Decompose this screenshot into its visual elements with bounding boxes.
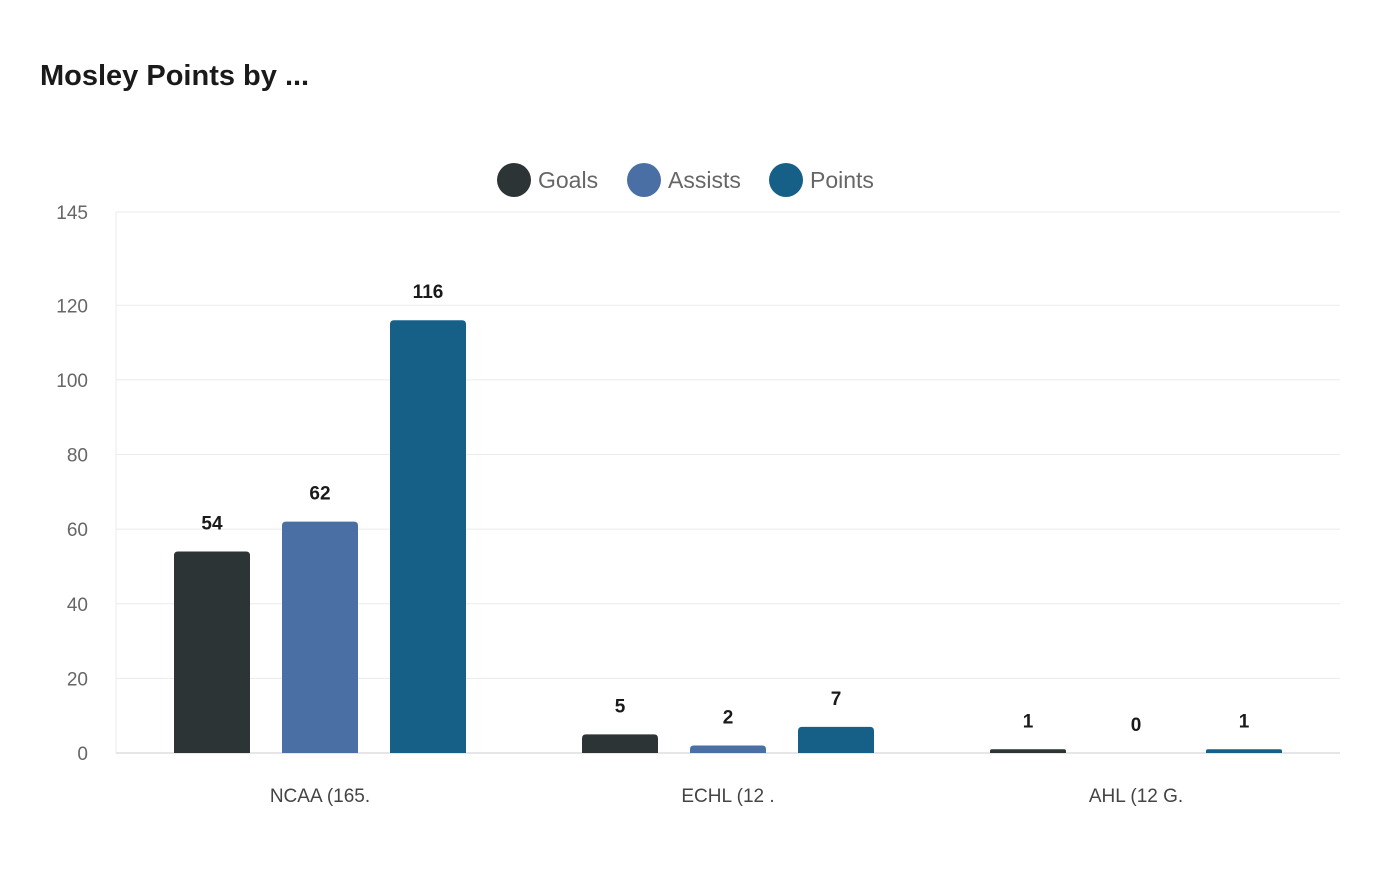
legend-swatch-points <box>769 163 803 197</box>
bar-goals <box>990 749 1066 753</box>
bar-points <box>798 726 874 753</box>
data-label: 7 <box>831 689 842 710</box>
legend-label: Goals <box>538 167 598 193</box>
legend-swatch-assists <box>627 163 661 197</box>
legend-swatch-goals <box>497 163 531 197</box>
y-tick-label: 60 <box>67 520 88 541</box>
y-tick-label: 100 <box>56 371 88 392</box>
y-tick-label: 120 <box>56 296 88 317</box>
y-tick-label: 80 <box>67 446 88 467</box>
legend-label: Points <box>810 167 874 193</box>
data-label: 2 <box>723 708 734 729</box>
y-tick-label: 145 <box>56 203 88 224</box>
chart-title: Mosley Points by ... <box>40 60 310 92</box>
data-label: 0 <box>1131 715 1142 736</box>
data-label: 1 <box>1239 711 1250 732</box>
data-label: 62 <box>309 484 330 505</box>
data-label: 54 <box>201 514 223 535</box>
data-label: 1 <box>1023 711 1034 732</box>
bar-points <box>1206 749 1282 753</box>
bar-assists <box>282 521 358 753</box>
y-tick-label: 20 <box>67 669 88 690</box>
legend-label: Assists <box>668 167 741 193</box>
data-label: 116 <box>413 282 444 303</box>
y-tick-label: 40 <box>67 595 88 616</box>
x-tick-label: ECHL (12 . <box>681 786 774 807</box>
x-tick-label: NCAA (165. <box>270 786 370 807</box>
bar-goals <box>582 734 658 753</box>
bar-assists <box>690 745 766 753</box>
x-tick-label: AHL (12 G. <box>1089 786 1183 807</box>
bar-points <box>390 320 466 753</box>
y-tick-label: 0 <box>77 744 88 765</box>
data-label: 5 <box>615 696 626 717</box>
bar-goals <box>174 551 250 753</box>
